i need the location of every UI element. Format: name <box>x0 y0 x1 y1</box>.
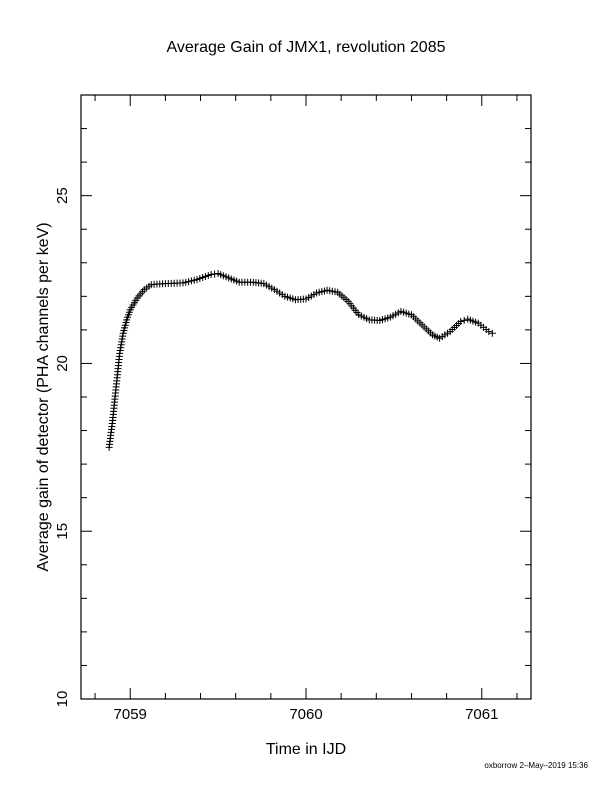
data-point <box>117 341 125 349</box>
data-point <box>118 335 126 343</box>
y-tick-label: 10 <box>54 691 71 708</box>
footer-timestamp: oxborrow 2–May–2019 15:36 <box>484 761 588 770</box>
plot-border <box>80 94 532 700</box>
y-tick-label: 25 <box>54 187 71 204</box>
x-tick-label: 7060 <box>289 706 322 723</box>
y-tick-label: 15 <box>54 523 71 540</box>
data-point <box>460 316 468 324</box>
y-tick-label: 20 <box>54 355 71 372</box>
data-point <box>211 270 219 278</box>
plot-frame <box>80 94 532 700</box>
data-point <box>488 329 496 337</box>
data-point <box>116 349 124 357</box>
gain-series <box>105 270 496 451</box>
y-axis-label: Average gain of detector (PHA channels p… <box>35 222 52 571</box>
x-axis-label: Time in IJD <box>266 741 346 758</box>
data-point <box>119 332 127 340</box>
data-point <box>457 318 465 325</box>
x-tick-label: 7061 <box>465 706 498 723</box>
x-tick-label: 7059 <box>114 706 147 723</box>
data-point <box>485 328 493 336</box>
y-axis-ticks: 10 15 20 25 <box>54 94 531 708</box>
data-point <box>118 338 126 346</box>
chart-title: Average Gain of JMX1, revolution 2085 <box>167 39 446 56</box>
x-axis-ticks: 7059 7060 7061 <box>94 95 518 723</box>
data-point <box>117 344 125 352</box>
data-point <box>207 271 215 279</box>
data-point <box>116 347 124 355</box>
